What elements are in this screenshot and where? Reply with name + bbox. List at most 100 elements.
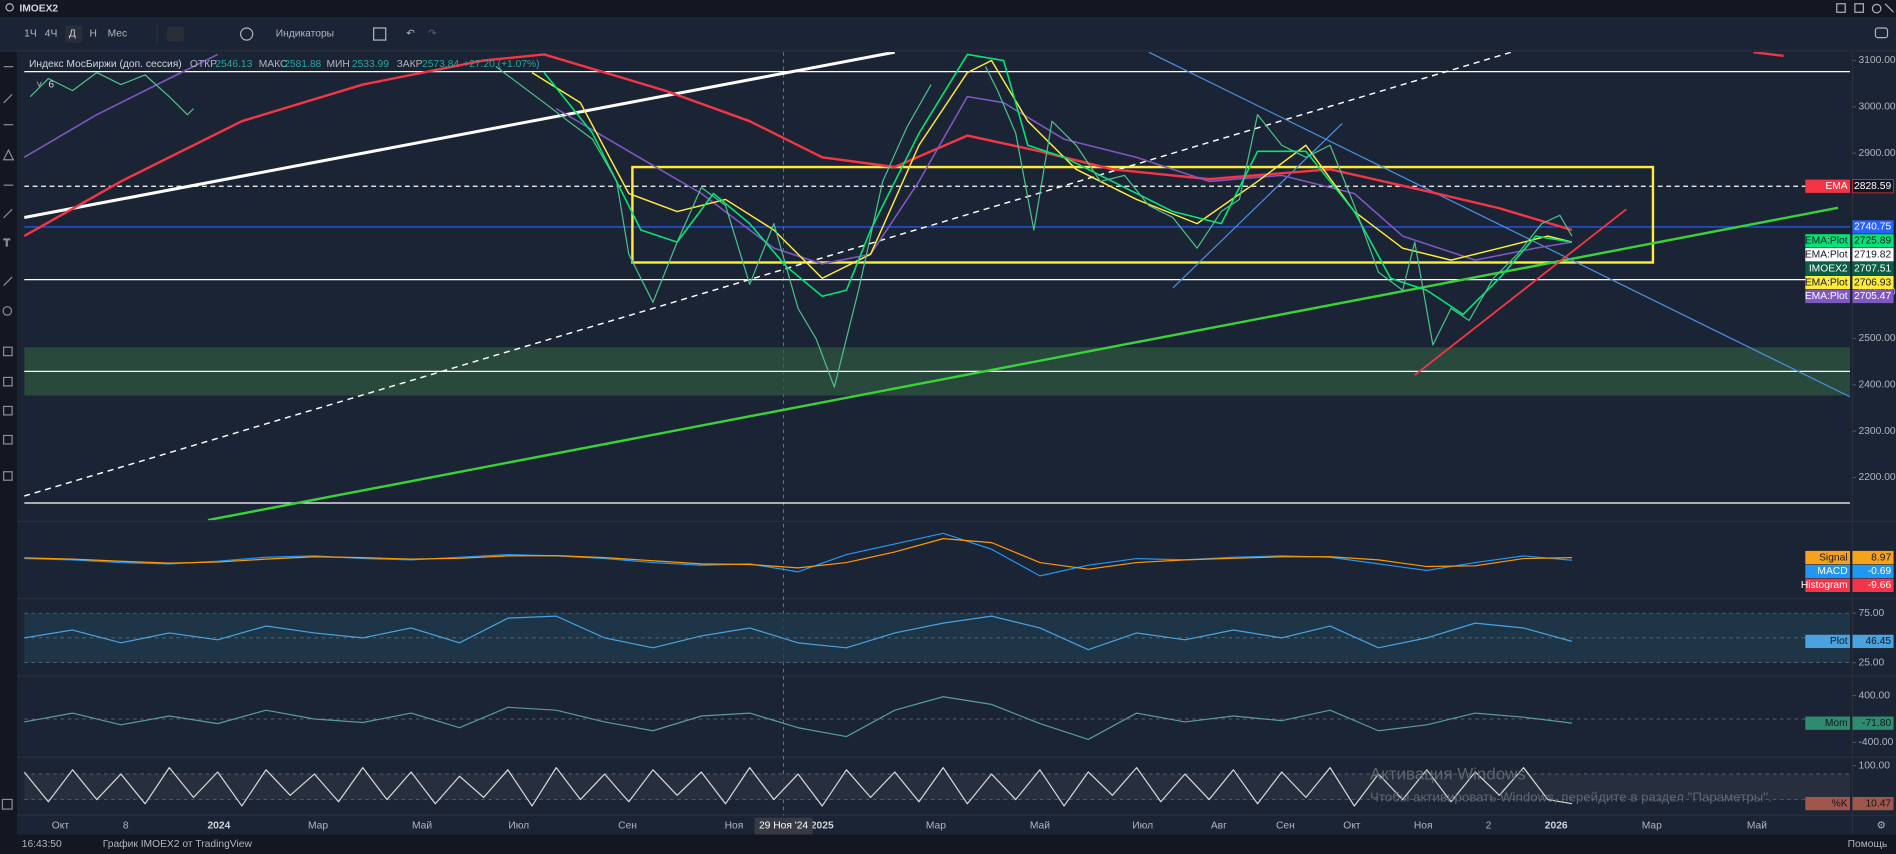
tool[interactable] (3, 376, 13, 387)
tag-name: Signal (1819, 552, 1848, 563)
series-line (24, 696, 1573, 741)
x-tick-label: Мар (1642, 821, 1662, 832)
crosshair-label: 29 Ноя '24 (759, 821, 808, 832)
legend-label: МИН (326, 59, 349, 70)
tool[interactable] (3, 434, 13, 445)
interval[interactable]: 1Ч (24, 29, 37, 40)
tag-value-bg (1852, 289, 1894, 304)
plot-area (24, 767, 1851, 807)
tag-name-bg (1805, 634, 1851, 649)
legend-change: +27.20 (+1.07%) (463, 59, 539, 70)
redo-button[interactable]: ↷ (428, 29, 437, 40)
tag-value: 2705.47 (1854, 291, 1891, 302)
tool[interactable] (2, 148, 15, 161)
tag-value-bg (1852, 234, 1894, 248)
tag-name: MACD (1817, 566, 1847, 577)
tag-name-bg (1805, 248, 1851, 262)
button-maximize[interactable] (1854, 3, 1864, 13)
plot-area (24, 696, 1851, 741)
tool[interactable]: T (3, 237, 11, 249)
x-tick-label: Май (412, 821, 432, 832)
trend-line (1172, 123, 1343, 289)
hidden-indicators-count[interactable]: 6 (48, 80, 54, 91)
trend-line (1148, 52, 1851, 398)
crosshair-label-bg (754, 817, 813, 835)
x-axis: Окт 8 2024 Мар Май Июл Сен Ноя 2025 Мар Май Июл Авг С… (52, 821, 1767, 832)
x-tick-label: Май (1030, 821, 1050, 832)
snapshot-button[interactable] (1874, 27, 1889, 39)
tag-value: 2828.59 (1854, 181, 1891, 192)
indicators-button[interactable]: Индикаторы (276, 29, 334, 40)
interval[interactable]: Н (89, 29, 96, 40)
y-tick-label: 100.00 (1859, 760, 1891, 771)
tool[interactable] (3, 346, 13, 357)
tool[interactable] (1, 798, 13, 810)
tool[interactable] (2, 306, 13, 316)
tag-value-bg (1852, 716, 1894, 730)
series-line (531, 59, 1573, 279)
tag-name: Plot (1830, 636, 1848, 647)
tag-value: 2706.93 (1854, 277, 1891, 288)
symbol[interactable]: IMOEX2 (19, 3, 58, 14)
tag-value-bg (1852, 220, 1894, 234)
y-tick-label: 25.00 (1859, 657, 1885, 668)
toolbar (0, 17, 1896, 51)
tool[interactable] (3, 471, 13, 481)
button-close[interactable] (1884, 3, 1895, 13)
tag-value: -0.69 (1868, 566, 1892, 577)
trend-line (207, 206, 1839, 521)
interval[interactable]: Мес (108, 29, 128, 40)
plot-area (24, 612, 1851, 663)
plot-area (24, 52, 1851, 521)
legend-label: МАКС (259, 59, 288, 70)
x-tick-label: 8 (123, 821, 129, 832)
interval[interactable]: 4Ч (45, 29, 58, 40)
y-tick-label: 2500.00 (1859, 333, 1896, 344)
tag-name-bg (1805, 179, 1851, 193)
y-tick-label: 75.00 (1859, 608, 1885, 619)
tag-value-bg (1852, 564, 1894, 579)
series-line (24, 538, 1572, 570)
trend-line (1414, 208, 1627, 376)
y-tick-label: 3000.00 (1859, 102, 1896, 113)
settings-icon[interactable]: ⚙ (1877, 821, 1886, 832)
tool[interactable] (3, 276, 13, 286)
x-tick-label: 2 (1486, 821, 1492, 832)
y-tick-label: 2300.00 (1859, 426, 1896, 437)
tag-value-bg (1852, 248, 1894, 262)
footer-help[interactable]: Помощь (1848, 839, 1888, 850)
legend-label: ОТКР (190, 59, 217, 70)
tag-name: EMA:Plot (1805, 249, 1848, 260)
tag-name: %K (1832, 798, 1848, 809)
window-controls (1836, 3, 1895, 14)
chart-type-button[interactable] (166, 26, 184, 42)
tag-name-bg (1805, 275, 1851, 290)
tool[interactable] (3, 405, 13, 416)
watermark-text: Чтобы активировать Windows, перейдите в … (1370, 790, 1772, 805)
footer-credit[interactable]: График IMOEX2 от TradingView (103, 838, 253, 850)
search-icon[interactable] (5, 3, 14, 12)
tag-name: EMA:Plot (1805, 291, 1848, 302)
tag-value-bg (1852, 179, 1894, 194)
tool[interactable] (3, 94, 13, 104)
layout-button[interactable] (373, 27, 387, 41)
undo-button[interactable]: ↶ (406, 29, 415, 40)
button-settings[interactable] (1871, 3, 1882, 14)
footer-bar (0, 834, 1896, 854)
tag-value: 2707.51 (1854, 263, 1891, 274)
legend-value: 2546.13 (215, 59, 252, 70)
tag-value-bg (1852, 550, 1894, 565)
series-line (24, 53, 1573, 265)
tool[interactable] (3, 208, 13, 219)
interval[interactable]: Д (69, 29, 76, 40)
tag-name-bg (1805, 796, 1851, 811)
add-button[interactable] (240, 27, 254, 41)
x-tick-label: Июл (508, 821, 529, 832)
collapse-chevron[interactable]: ˅ (36, 80, 42, 91)
tag-value: 10.47 (1865, 798, 1891, 809)
series-line (24, 767, 1573, 807)
x-tick-label: Мар (308, 821, 328, 832)
button-restore[interactable] (1836, 3, 1846, 13)
